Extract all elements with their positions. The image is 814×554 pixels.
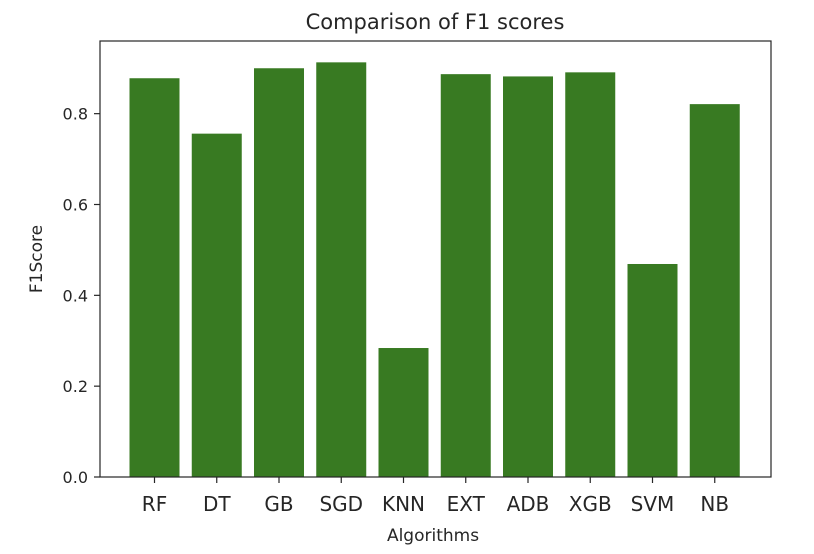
y-tick-label: 0.2 — [63, 377, 88, 396]
bar-gb — [254, 68, 304, 477]
x-tick-label: EXT — [447, 492, 486, 516]
x-tick-label: ADB — [507, 492, 550, 516]
bar-adb — [503, 76, 553, 478]
x-tick-label: RF — [142, 492, 167, 516]
x-axis-label: Algorithms — [387, 526, 479, 546]
y-tick-label: 0.8 — [63, 105, 88, 124]
x-tick-label: KNN — [382, 492, 425, 516]
bar-xgb — [565, 72, 616, 478]
x-tick-label: SVM — [631, 492, 675, 516]
y-tick-label: 0.0 — [63, 468, 88, 487]
x-tick-label: GB — [264, 492, 293, 516]
x-axis: RF DT GB SGD KNN EXT ADB XGB SVM NB — [142, 477, 729, 516]
bar-knn — [378, 348, 429, 477]
plot-frame — [99, 40, 772, 478]
x-tick-label: DT — [203, 492, 231, 516]
x-tick-label: XGB — [569, 492, 612, 516]
x-tick-label: NB — [700, 492, 729, 516]
y-tick-label: 0.6 — [63, 196, 88, 215]
chart-title: Comparison of F1 scores — [306, 10, 565, 34]
y-tick-label: 0.4 — [63, 286, 88, 305]
bar-sgd — [316, 62, 367, 478]
x-tick-label: SGD — [319, 492, 363, 516]
bar-svm — [627, 263, 678, 477]
bar-nb — [689, 104, 740, 478]
bar-ext — [440, 74, 491, 477]
bar-dt — [191, 133, 242, 477]
bar-rf — [129, 78, 180, 477]
y-axis: 0.0 0.2 0.4 0.6 0.8 — [63, 105, 100, 487]
y-axis-label: F1Score — [27, 225, 47, 293]
bars-group — [129, 62, 740, 478]
